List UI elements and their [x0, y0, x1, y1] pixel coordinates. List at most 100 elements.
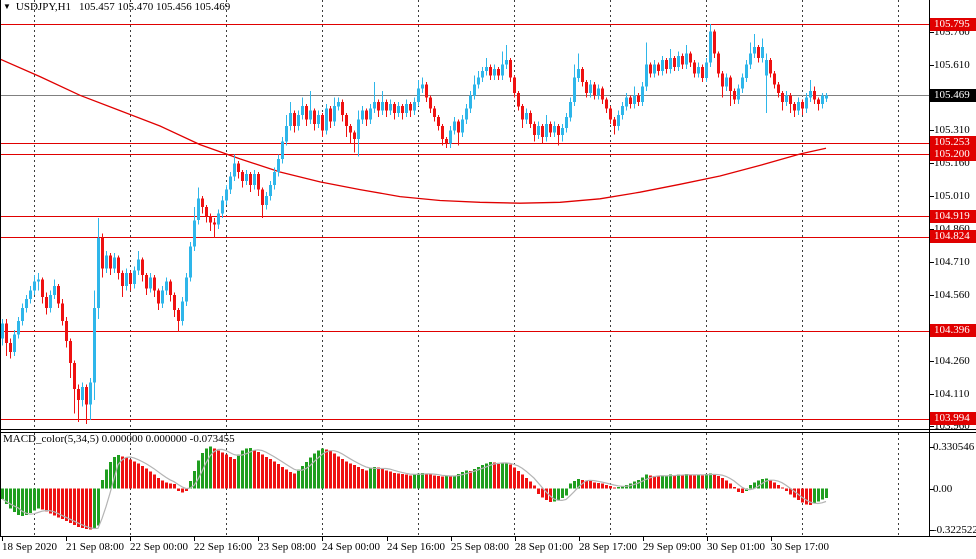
- candle-body: [629, 97, 632, 105]
- macd-bar: [301, 465, 304, 489]
- macd-bar: [813, 488, 816, 504]
- macd-bar: [285, 469, 288, 489]
- sr-price-badge: 104.824: [930, 230, 976, 243]
- symbol-dropdown-icon[interactable]: ▼: [3, 2, 11, 11]
- candle-body: [485, 66, 488, 72]
- candle-body: [777, 84, 780, 94]
- macd-bar: [457, 474, 460, 489]
- macd-bar: [765, 478, 768, 489]
- candle-body: [489, 66, 492, 76]
- candle-body: [121, 272, 124, 287]
- macd-bar: [193, 470, 196, 489]
- macd-bar: [689, 474, 692, 489]
- macd-bar: [589, 481, 592, 489]
- price-tick-label: 105.310: [934, 124, 970, 136]
- macd-bar: [573, 481, 576, 489]
- candle-body: [205, 207, 208, 216]
- sr-price-badge: 105.253: [930, 136, 976, 149]
- candle-body: [329, 108, 332, 122]
- macd-bar: [397, 473, 400, 489]
- candle-body: [437, 117, 440, 126]
- candle-body: [65, 321, 68, 341]
- macd-bar: [329, 451, 332, 489]
- price-tick-label: 104.110: [934, 388, 970, 400]
- macd-bar: [561, 488, 564, 499]
- candle-body: [57, 286, 60, 304]
- candle-body: [81, 386, 84, 401]
- macd-bar: [109, 462, 112, 489]
- candle-body: [793, 104, 796, 111]
- macd-bar: [73, 488, 76, 525]
- macd-bar: [593, 482, 596, 489]
- macd-bar: [709, 473, 712, 489]
- macd-bar: [33, 488, 36, 511]
- candle-body: [289, 112, 292, 126]
- macd-bar: [93, 488, 96, 529]
- macd-bar: [37, 488, 40, 509]
- candle-body: [29, 290, 32, 300]
- candle-body: [469, 95, 472, 109]
- macd-bar: [781, 487, 784, 489]
- macd-bar: [253, 449, 256, 489]
- macd-bar: [729, 483, 732, 489]
- candle-body: [113, 257, 116, 269]
- candle-body: [417, 88, 420, 102]
- candle-body: [773, 73, 776, 85]
- candle-body: [245, 174, 248, 181]
- macd-bar: [269, 458, 272, 489]
- macd-bar: [725, 480, 728, 489]
- candle-body: [401, 106, 404, 113]
- candle-body: [553, 126, 556, 133]
- candle-body: [129, 272, 132, 284]
- macd-bar: [77, 488, 80, 527]
- macd-bar: [525, 477, 528, 489]
- candle-body: [157, 290, 160, 304]
- macd-histogram: [1, 446, 828, 530]
- price-tick-label: 104.560: [934, 289, 970, 301]
- candle-body: [273, 172, 276, 186]
- candle-body: [337, 101, 340, 107]
- candle-body: [729, 77, 732, 91]
- macd-bar: [413, 474, 416, 489]
- candle-body: [145, 275, 148, 289]
- macd-bar: [557, 488, 560, 501]
- macd-bar: [209, 446, 212, 489]
- macd-bar: [545, 488, 548, 501]
- candle-body: [545, 123, 548, 137]
- candle-body: [749, 53, 752, 65]
- candle-body: [309, 110, 312, 120]
- candle-body: [93, 308, 96, 383]
- candle-body: [433, 108, 436, 118]
- macd-bar: [129, 459, 132, 489]
- candle-body: [505, 60, 508, 65]
- candle-body: [33, 281, 36, 291]
- candle-body: [117, 257, 120, 273]
- macd-bar: [449, 476, 452, 489]
- frame-lines: [0, 0, 976, 537]
- macd-bar: [149, 471, 152, 489]
- candle-body: [5, 323, 8, 343]
- macd-bar: [801, 488, 804, 503]
- candle-body: [557, 126, 560, 135]
- macd-bar: [361, 469, 364, 489]
- candle-body: [493, 69, 496, 76]
- macd-bar: [221, 452, 224, 489]
- candle-body: [605, 99, 608, 109]
- time-tick-label: 23 Sep 08:00: [258, 541, 317, 553]
- macd-bar: [353, 465, 356, 489]
- macd-bar: [145, 468, 148, 489]
- price-tick-label: 105.610: [934, 59, 970, 71]
- candle-body: [377, 101, 380, 111]
- macd-bar: [233, 458, 236, 489]
- support-resistance-lines[interactable]: [0, 24, 929, 420]
- macd-bar: [257, 451, 260, 489]
- candle-body: [169, 281, 172, 295]
- candle-body: [321, 115, 324, 131]
- chart-ohlc-readout: 105.457 105.470 105.456 105.469: [79, 1, 231, 13]
- candle-body: [349, 126, 352, 133]
- macd-bar: [313, 453, 316, 489]
- candle-body: [61, 303, 64, 322]
- candle-body: [509, 60, 512, 78]
- macd-bar: [205, 448, 208, 489]
